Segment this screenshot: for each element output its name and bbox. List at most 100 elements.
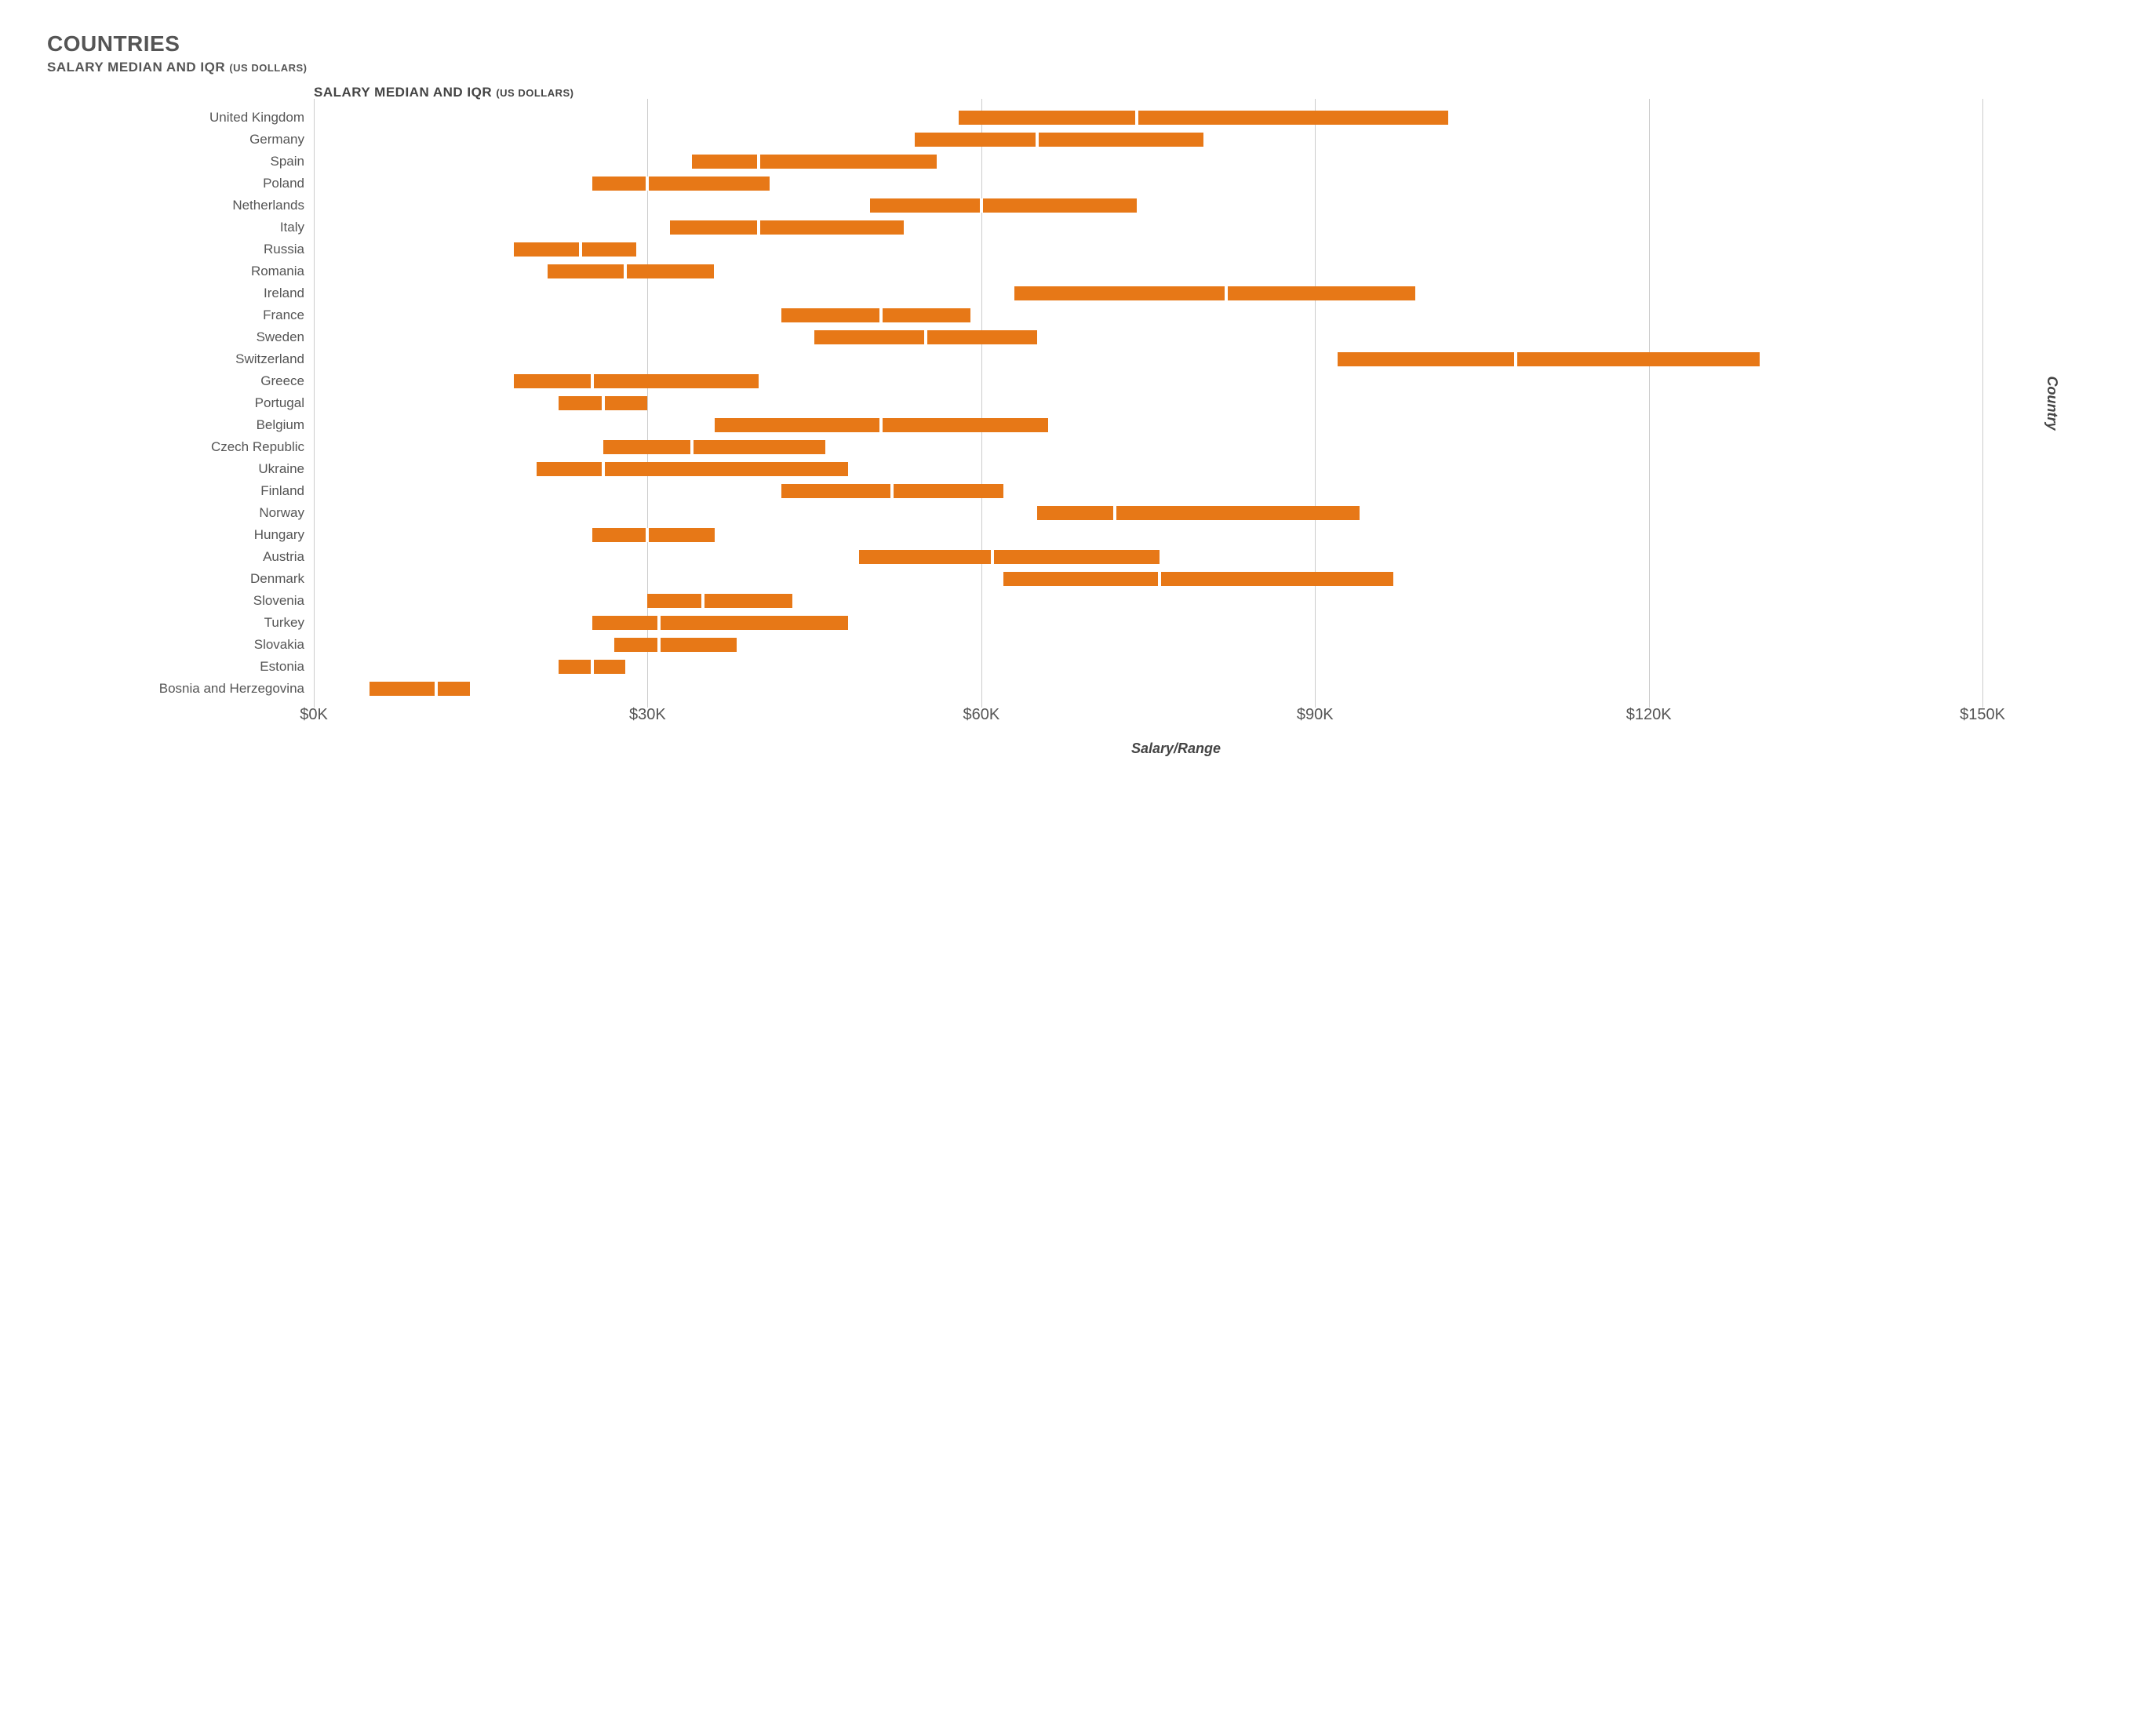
iqr-bar: [592, 616, 848, 630]
country-label: Italy: [126, 217, 314, 238]
country-label: United Kingdom: [126, 107, 314, 129]
iqr-bar: [548, 264, 715, 278]
median-mark: [1158, 572, 1161, 586]
iqr-bar: [1037, 506, 1360, 520]
iqr-bar: [915, 133, 1204, 147]
median-mark: [591, 660, 594, 674]
page-subtitle: SALARY MEDIAN AND IQR (US DOLLARS): [47, 60, 2101, 75]
country-label: Netherlands: [126, 195, 314, 217]
country-label: Czech Republic: [126, 436, 314, 458]
median-mark: [991, 550, 994, 564]
iqr-bar: [592, 177, 770, 191]
iqr-bar: [514, 374, 759, 388]
chart-row: [314, 590, 2038, 612]
chart-title-main: SALARY MEDIAN AND IQR: [314, 85, 492, 100]
chart-title: SALARY MEDIAN AND IQR (US DOLLARS): [314, 85, 574, 100]
bars-container: [314, 107, 2038, 700]
median-mark: [879, 308, 883, 322]
iqr-bar: [1338, 352, 1760, 366]
chart-title-paren: (US DOLLARS): [496, 87, 573, 99]
median-mark: [657, 616, 661, 630]
chart-row: [314, 173, 2038, 195]
chart-row: [314, 129, 2038, 151]
median-mark: [1135, 111, 1138, 125]
median-mark: [435, 682, 438, 696]
median-mark: [624, 264, 627, 278]
median-mark: [602, 462, 605, 476]
iqr-bar: [859, 550, 1160, 564]
x-tick-label: $150K: [1960, 706, 2005, 724]
median-mark: [1036, 133, 1039, 147]
chart-row: [314, 612, 2038, 634]
country-label: Poland: [126, 173, 314, 195]
chart-row: [314, 217, 2038, 238]
chart-row: [314, 546, 2038, 568]
country-label: Portugal: [126, 392, 314, 414]
iqr-bar: [537, 462, 848, 476]
iqr-bar: [1014, 286, 1415, 300]
chart-row: [314, 568, 2038, 590]
chart-row: [314, 151, 2038, 173]
chart-row: [314, 414, 2038, 436]
country-label: Slovakia: [126, 634, 314, 656]
country-label: Switzerland: [126, 348, 314, 370]
chart-row: [314, 370, 2038, 392]
chart-row: [314, 656, 2038, 678]
chart-row: [314, 326, 2038, 348]
x-axis: $0K$30K$60K$90K$120K$150K: [314, 700, 2038, 731]
iqr-bar: [870, 198, 1137, 213]
iqr-bar: [959, 111, 1448, 125]
iqr-bar: [670, 220, 904, 235]
iqr-bar: [781, 308, 970, 322]
country-label: Bosnia and Herzegovina: [126, 678, 314, 700]
country-label: Sweden: [126, 326, 314, 348]
iqr-bar: [614, 638, 737, 652]
median-mark: [646, 177, 649, 191]
median-mark: [757, 155, 760, 169]
median-mark: [701, 594, 704, 608]
country-label: Turkey: [126, 612, 314, 634]
chart-row: [314, 195, 2038, 217]
median-mark: [1113, 506, 1116, 520]
country-label: Hungary: [126, 524, 314, 546]
median-mark: [579, 242, 582, 257]
chart-row: [314, 480, 2038, 502]
country-label: Estonia: [126, 656, 314, 678]
median-mark: [690, 440, 694, 454]
median-mark: [646, 528, 649, 542]
y-axis-title: Country: [2044, 377, 2060, 431]
chart-row: [314, 634, 2038, 656]
country-label: Slovenia: [126, 590, 314, 612]
iqr-bar: [370, 682, 470, 696]
median-mark: [1225, 286, 1228, 300]
salary-iqr-chart: SALARY MEDIAN AND IQR (US DOLLARS) Unite…: [126, 107, 2038, 757]
median-mark: [924, 330, 927, 344]
chart-row: [314, 107, 2038, 129]
x-tick-label: $30K: [629, 706, 666, 724]
country-label: Ukraine: [126, 458, 314, 480]
chart-row: [314, 458, 2038, 480]
chart-row: [314, 436, 2038, 458]
iqr-bar: [1003, 572, 1393, 586]
subtitle-paren: (US DOLLARS): [229, 62, 307, 74]
country-label: Germany: [126, 129, 314, 151]
page-title: COUNTRIES: [47, 31, 2101, 56]
iqr-bar: [603, 440, 826, 454]
country-label: Spain: [126, 151, 314, 173]
country-label: Norway: [126, 502, 314, 524]
chart-row: [314, 238, 2038, 260]
median-mark: [1514, 352, 1517, 366]
country-label: Belgium: [126, 414, 314, 436]
x-tick-label: $60K: [963, 706, 999, 724]
subtitle-main: SALARY MEDIAN AND IQR: [47, 60, 225, 75]
country-label: France: [126, 304, 314, 326]
iqr-bar: [647, 594, 792, 608]
chart-row: [314, 502, 2038, 524]
country-label: Romania: [126, 260, 314, 282]
median-mark: [757, 220, 760, 235]
median-mark: [657, 638, 661, 652]
country-label: Finland: [126, 480, 314, 502]
chart-row: [314, 282, 2038, 304]
x-tick-label: $90K: [1297, 706, 1334, 724]
chart-row: [314, 678, 2038, 700]
